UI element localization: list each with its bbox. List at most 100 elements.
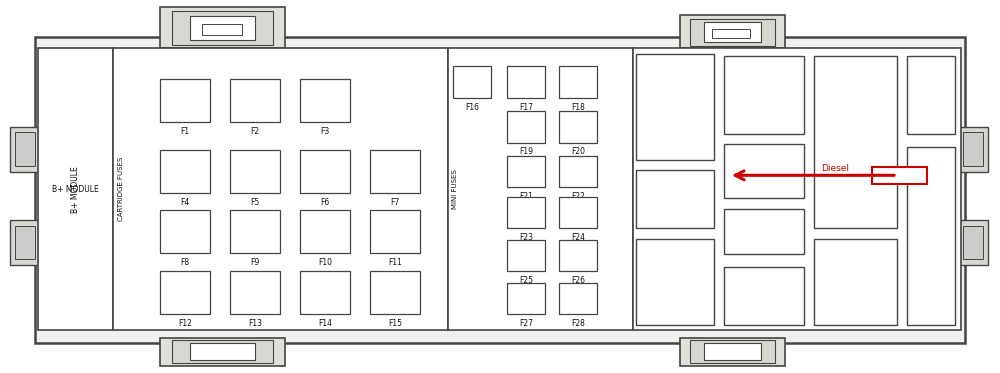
Text: B+ MODULE: B+ MODULE xyxy=(71,166,80,213)
Text: 25A: 25A xyxy=(465,70,479,79)
Bar xyxy=(559,283,597,314)
Bar xyxy=(300,79,350,122)
Text: F28: F28 xyxy=(571,319,585,328)
Bar xyxy=(160,272,210,314)
Text: down: down xyxy=(920,266,942,275)
Bar xyxy=(300,150,350,193)
Text: F13: F13 xyxy=(248,319,262,328)
Text: F19: F19 xyxy=(519,147,533,157)
Bar xyxy=(35,37,965,343)
Text: F23: F23 xyxy=(519,233,533,242)
Bar xyxy=(448,48,633,330)
Text: F14: F14 xyxy=(318,319,332,328)
Text: 30A: 30A xyxy=(318,87,332,96)
Text: F3: F3 xyxy=(320,127,330,136)
Text: F21: F21 xyxy=(519,192,533,201)
Bar xyxy=(507,156,545,187)
Text: PTC: PTC xyxy=(846,123,864,133)
Text: F15: F15 xyxy=(388,319,402,328)
Bar xyxy=(680,15,785,48)
Bar xyxy=(230,272,280,314)
Text: F1: F1 xyxy=(180,127,190,136)
Bar xyxy=(724,209,804,254)
Bar xyxy=(690,19,775,46)
Text: F2: F2 xyxy=(250,127,260,136)
Bar xyxy=(160,79,210,122)
Text: No. 3: No. 3 xyxy=(841,151,870,161)
Text: 40A: 40A xyxy=(178,87,192,96)
Text: Starter Intr: Starter Intr xyxy=(739,178,789,187)
Text: 30A: 30A xyxy=(518,115,534,124)
Text: F9: F9 xyxy=(250,257,260,267)
Text: F10: F10 xyxy=(318,257,332,267)
Text: Blower: Blower xyxy=(916,91,946,100)
Bar xyxy=(559,239,597,272)
Text: 40A: 40A xyxy=(248,279,262,288)
Text: 50A: 50A xyxy=(318,279,332,288)
Text: Fuel pump: Fuel pump xyxy=(740,303,788,312)
Bar xyxy=(963,226,983,259)
Bar xyxy=(160,210,210,253)
Bar xyxy=(113,48,448,330)
Text: F12: F12 xyxy=(178,319,192,328)
Text: Relay: Relay xyxy=(662,253,688,262)
Bar xyxy=(230,150,280,193)
Text: 30A: 30A xyxy=(388,217,402,226)
Bar xyxy=(160,7,285,48)
Text: Relay: Relay xyxy=(842,95,869,105)
Text: Relay: Relay xyxy=(919,68,943,76)
Text: 30A: 30A xyxy=(388,158,402,167)
Bar xyxy=(370,150,420,193)
Text: Relay: Relay xyxy=(842,243,869,253)
Text: (diesel): (diesel) xyxy=(657,301,693,311)
Text: Diesel: Diesel xyxy=(840,179,871,189)
Text: F22: F22 xyxy=(571,192,585,201)
Text: F5: F5 xyxy=(250,198,260,207)
Bar xyxy=(814,239,897,325)
Text: 20A: 20A xyxy=(519,244,533,253)
Text: Relay: Relay xyxy=(752,279,776,289)
Bar xyxy=(907,147,955,325)
Text: Auto: Auto xyxy=(921,220,941,229)
Bar xyxy=(230,79,280,122)
Text: 25A: 25A xyxy=(571,287,585,296)
Text: F18: F18 xyxy=(571,103,585,112)
Text: F25: F25 xyxy=(519,276,533,285)
Text: Relay: Relay xyxy=(752,215,776,224)
Bar xyxy=(370,210,420,253)
Bar xyxy=(907,56,955,134)
Text: 40A: 40A xyxy=(318,217,332,226)
Bar xyxy=(507,197,545,228)
Text: F11: F11 xyxy=(388,257,402,267)
Bar xyxy=(724,144,804,198)
Bar xyxy=(712,29,750,38)
Text: Diesel: Diesel xyxy=(822,164,850,173)
Text: AC clutch: AC clutch xyxy=(743,238,785,247)
Bar xyxy=(507,66,545,98)
Bar xyxy=(300,272,350,314)
Bar xyxy=(704,22,761,42)
Text: F8: F8 xyxy=(180,257,190,267)
Bar xyxy=(202,24,242,35)
Bar xyxy=(872,167,927,184)
Bar xyxy=(172,11,273,45)
Text: F16: F16 xyxy=(465,103,479,112)
Text: 15A: 15A xyxy=(571,244,585,253)
Text: PTC: PTC xyxy=(666,277,684,286)
Text: 30A: 30A xyxy=(248,87,262,96)
Bar xyxy=(636,239,714,325)
Bar xyxy=(10,127,40,172)
Bar xyxy=(814,56,897,228)
Text: Spare: Spare xyxy=(657,192,693,205)
Bar xyxy=(724,267,804,325)
Bar xyxy=(724,56,804,134)
Text: MINI FUSES: MINI FUSES xyxy=(452,169,458,209)
Bar xyxy=(559,156,597,187)
Bar xyxy=(690,340,775,363)
Text: Trans. cntl: Trans. cntl xyxy=(741,102,787,111)
Bar xyxy=(172,340,273,363)
Bar xyxy=(160,150,210,193)
Bar xyxy=(300,210,350,253)
Text: 40A: 40A xyxy=(178,217,192,226)
Bar xyxy=(38,48,113,330)
